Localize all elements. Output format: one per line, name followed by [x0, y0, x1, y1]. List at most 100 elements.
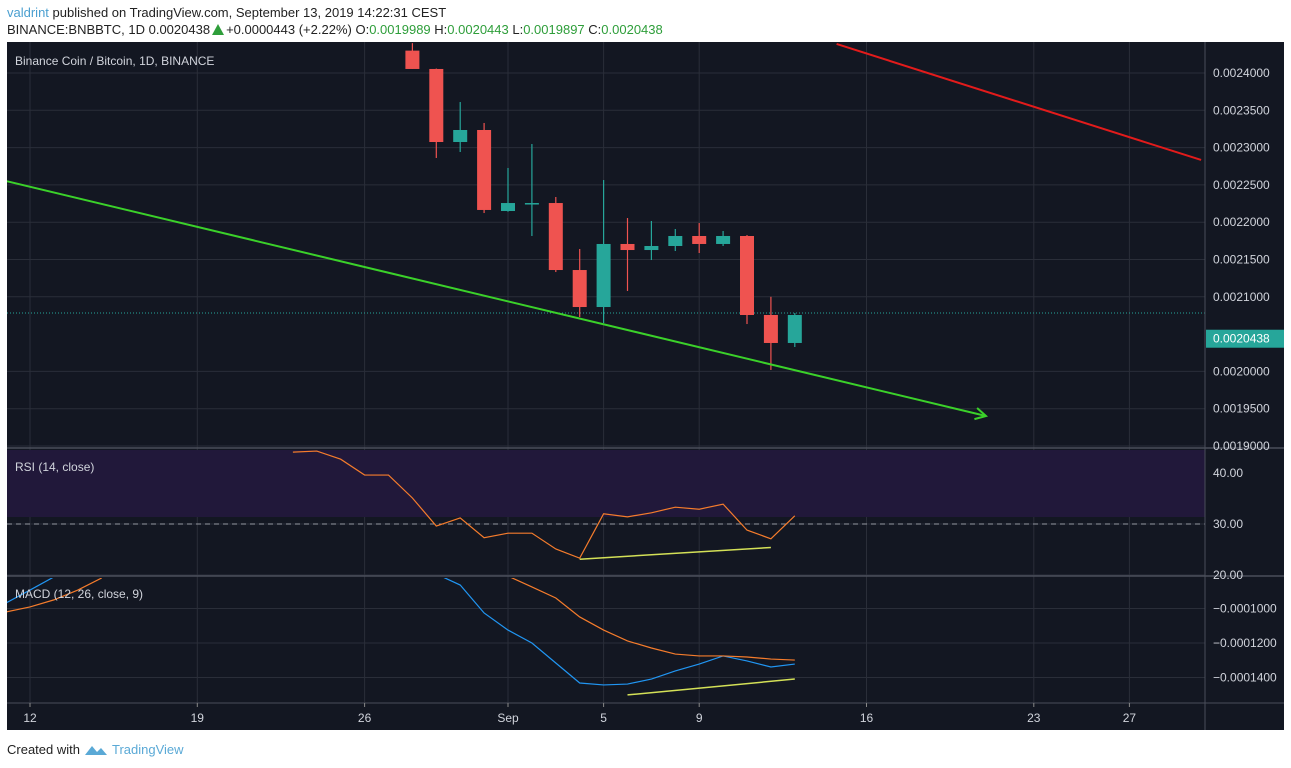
rsi-pane[interactable]: [7, 450, 1205, 560]
candle-body: [477, 129, 492, 210]
price-pane-title: Binance Coin / Bitcoin, 1D, BINANCE: [15, 54, 214, 68]
rsi-band: [7, 450, 1205, 517]
time-tick-label: 19: [191, 711, 205, 725]
candle[interactable]: [716, 231, 731, 246]
candle-body: [596, 243, 611, 308]
low-value: 0.0019897: [523, 22, 585, 37]
candle[interactable]: [620, 218, 635, 291]
candle-body: [620, 243, 635, 251]
rsi-tick-label: 20.00: [1213, 568, 1243, 582]
candle-body: [524, 203, 539, 205]
tradingview-logo-icon: [84, 745, 107, 755]
up-triangle-icon: [212, 24, 225, 35]
last-price-label: 0.0020438: [1213, 332, 1270, 346]
time-tick-label: 9: [696, 711, 703, 725]
candle[interactable]: [524, 144, 539, 237]
candle[interactable]: [405, 43, 420, 69]
price-tick-label: 0.0022000: [1213, 215, 1270, 229]
candle[interactable]: [644, 221, 659, 261]
macd-pane[interactable]: [6, 574, 795, 696]
candle-body: [740, 236, 754, 316]
candle-body: [548, 203, 563, 271]
axes[interactable]: 12 19 26 Sep 5 9 16 23 27 0.0024000 0.0023500 0.002…: [23, 66, 1284, 725]
high-value: 0.0020443: [447, 22, 509, 37]
symbol-info: BINANCE:BNBBTC, 1D 0.0020438 +0.0000443 (…: [7, 22, 663, 37]
close-label: C:: [588, 22, 602, 37]
arrow-head-icon: [974, 407, 989, 421]
signal-line: [510, 578, 795, 661]
rsi-tick-label: 40.00: [1213, 466, 1243, 480]
last-price: 0.0020438: [148, 22, 211, 37]
low-label: L:: [512, 22, 524, 37]
candle[interactable]: [429, 68, 444, 158]
tradingview-link[interactable]: TradingView: [111, 742, 184, 757]
candle-body: [453, 129, 468, 143]
time-tick-label: 16: [860, 711, 874, 725]
price-tick-label: 0.0024000: [1213, 66, 1270, 80]
time-tick-label: 23: [1027, 711, 1041, 725]
macd-line: [7, 578, 54, 604]
candle-body: [501, 203, 515, 212]
candle-body: [787, 315, 802, 343]
macd-tick-label: −0.0001000: [1213, 602, 1277, 616]
time-tick-label: 26: [358, 711, 372, 725]
candle[interactable]: [787, 312, 802, 348]
rsi-tick-label: 30.00: [1213, 517, 1243, 531]
candle[interactable]: [453, 102, 468, 153]
macd-line: [443, 578, 795, 686]
candle-body: [572, 270, 587, 308]
candle-body: [668, 236, 683, 246]
candle[interactable]: [501, 167, 515, 212]
price-tick-label: 0.0019000: [1213, 439, 1270, 453]
candle-body: [692, 236, 707, 244]
price-tick-label: 0.0022500: [1213, 178, 1270, 192]
price-tick-label: 0.0021000: [1213, 290, 1270, 304]
price-tick-label: 0.0023000: [1213, 141, 1270, 155]
macd-divergence-line[interactable]: [627, 678, 795, 696]
price-change: +0.0000443 (+2.22%): [226, 22, 352, 37]
time-tick-label: 5: [600, 711, 607, 725]
candle[interactable]: [596, 179, 611, 323]
candle[interactable]: [477, 122, 492, 214]
candle[interactable]: [572, 248, 587, 318]
candle[interactable]: [740, 235, 754, 325]
last-price-badge: [1206, 329, 1284, 348]
open-value: 0.0019989: [369, 22, 431, 37]
footer: Created with TradingView: [7, 742, 184, 757]
macd-tick-label: −0.0001400: [1213, 671, 1277, 685]
candle[interactable]: [548, 196, 563, 273]
open-label: O:: [355, 22, 370, 37]
rsi-pane-title: RSI (14, close): [15, 460, 94, 474]
time-tick-label: 12: [23, 711, 37, 725]
candle[interactable]: [668, 228, 683, 251]
candle-body: [644, 245, 659, 251]
rsi-divergence-line[interactable]: [579, 546, 771, 560]
publish-text: published on TradingView.com, September …: [48, 5, 447, 20]
macd-pane-title: MACD (12, 26, close, 9): [15, 587, 143, 601]
high-label: H:: [434, 22, 448, 37]
publish-info: valdrint published on TradingView.com, S…: [7, 5, 446, 20]
candle[interactable]: [692, 223, 707, 254]
close-value: 0.0020438: [601, 22, 663, 37]
price-pane[interactable]: [6, 43, 1205, 421]
candle-body: [429, 68, 444, 143]
price-tick-label: 0.0020000: [1213, 364, 1270, 378]
candle-body: [716, 236, 731, 244]
time-tick-label: 27: [1123, 711, 1137, 725]
resistance-trendline[interactable]: [836, 43, 1202, 161]
macd-tick-label: −0.0001200: [1213, 636, 1277, 650]
candle-body: [763, 315, 778, 343]
chart-background: [7, 42, 1284, 730]
created-with-text: Created with: [7, 742, 80, 757]
support-trendline[interactable]: [6, 180, 987, 417]
candle-body: [405, 50, 420, 69]
price-tick-label: 0.0023500: [1213, 103, 1270, 117]
price-tick-label: 0.0021500: [1213, 253, 1270, 267]
time-tick-label: Sep: [497, 711, 519, 725]
signal-line: [7, 578, 102, 613]
rsi-line: [292, 450, 796, 559]
author-link[interactable]: valdrint: [7, 5, 49, 20]
price-tick-label: 0.0019500: [1213, 402, 1270, 416]
candle[interactable]: [763, 296, 778, 370]
